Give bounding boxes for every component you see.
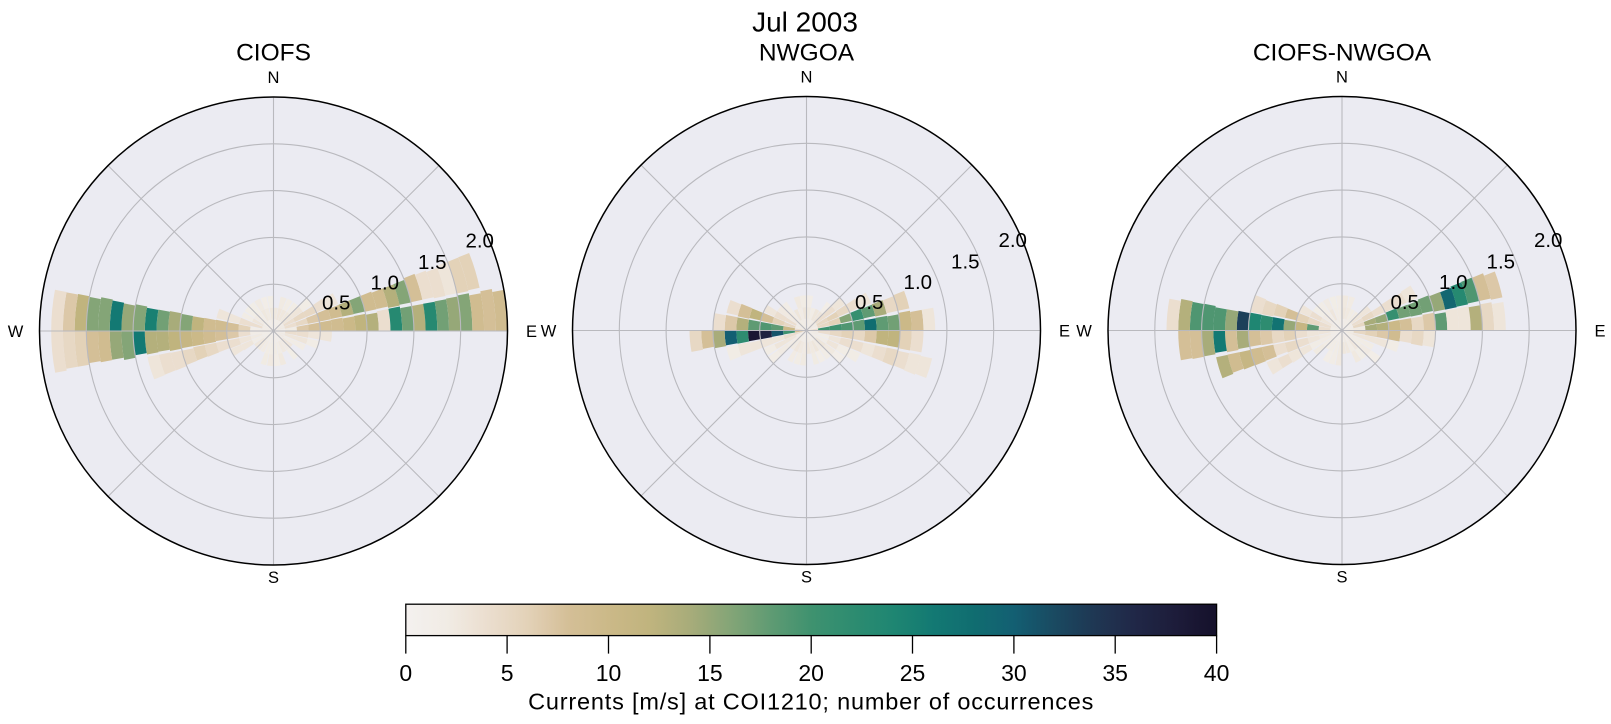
svg-text:0.5: 0.5 (855, 291, 884, 314)
svg-text:2.0: 2.0 (465, 230, 494, 253)
svg-text:W: W (1076, 323, 1092, 341)
svg-text:1.5: 1.5 (1487, 251, 1516, 274)
svg-text:W: W (541, 323, 557, 341)
svg-text:Currents [m/s] at COI1210; num: Currents [m/s] at COI1210; number of occ… (528, 689, 1094, 715)
svg-text:1.0: 1.0 (371, 272, 400, 295)
svg-text:1.5: 1.5 (951, 251, 980, 274)
svg-text:0.5: 0.5 (1390, 291, 1419, 314)
svg-text:2.0: 2.0 (1534, 229, 1563, 252)
svg-text:S: S (268, 569, 279, 587)
svg-text:25: 25 (900, 660, 926, 686)
svg-text:S: S (1336, 569, 1347, 587)
svg-text:1.0: 1.0 (904, 271, 933, 294)
svg-text:5: 5 (501, 660, 514, 686)
svg-text:NWGOA: NWGOA (759, 40, 855, 67)
svg-text:N: N (1336, 69, 1348, 87)
svg-text:2.0: 2.0 (998, 229, 1027, 252)
svg-text:N: N (801, 69, 813, 87)
svg-text:Jul 2003: Jul 2003 (752, 7, 858, 38)
svg-text:15: 15 (697, 660, 723, 686)
svg-text:20: 20 (798, 660, 824, 686)
svg-text:1.0: 1.0 (1439, 271, 1468, 294)
svg-text:S: S (801, 569, 812, 587)
svg-text:10: 10 (596, 660, 622, 686)
svg-text:40: 40 (1204, 660, 1230, 686)
svg-text:30: 30 (1001, 660, 1027, 686)
svg-text:W: W (8, 323, 24, 341)
svg-text:35: 35 (1102, 660, 1128, 686)
svg-text:0.5: 0.5 (322, 292, 351, 315)
svg-text:CIOFS-NWGOA: CIOFS-NWGOA (1253, 40, 1432, 67)
svg-text:E: E (1594, 323, 1605, 341)
svg-text:E: E (1059, 323, 1070, 341)
svg-text:E: E (526, 323, 537, 341)
svg-text:0: 0 (399, 660, 412, 686)
svg-text:N: N (268, 69, 280, 87)
svg-text:CIOFS: CIOFS (236, 40, 311, 67)
svg-text:1.5: 1.5 (418, 251, 447, 274)
